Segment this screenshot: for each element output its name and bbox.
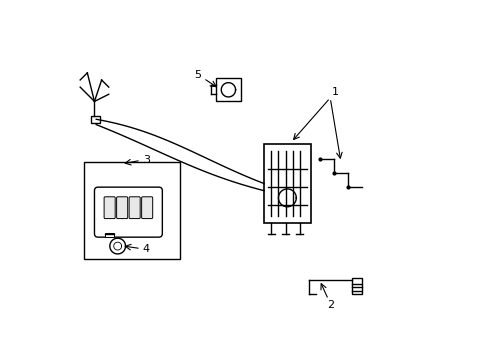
Bar xyxy=(264,144,310,223)
Bar xyxy=(105,233,114,237)
Text: 5: 5 xyxy=(194,69,201,80)
FancyBboxPatch shape xyxy=(94,187,162,237)
Text: 3: 3 xyxy=(142,155,149,165)
FancyBboxPatch shape xyxy=(129,197,140,219)
Text: 4: 4 xyxy=(142,244,149,254)
Bar xyxy=(83,162,180,258)
FancyBboxPatch shape xyxy=(116,197,127,219)
Bar xyxy=(216,78,241,102)
FancyBboxPatch shape xyxy=(104,197,115,219)
Bar xyxy=(91,116,100,123)
Text: 2: 2 xyxy=(326,300,333,310)
FancyBboxPatch shape xyxy=(142,197,152,219)
Bar xyxy=(351,278,362,294)
Text: 1: 1 xyxy=(331,87,338,98)
